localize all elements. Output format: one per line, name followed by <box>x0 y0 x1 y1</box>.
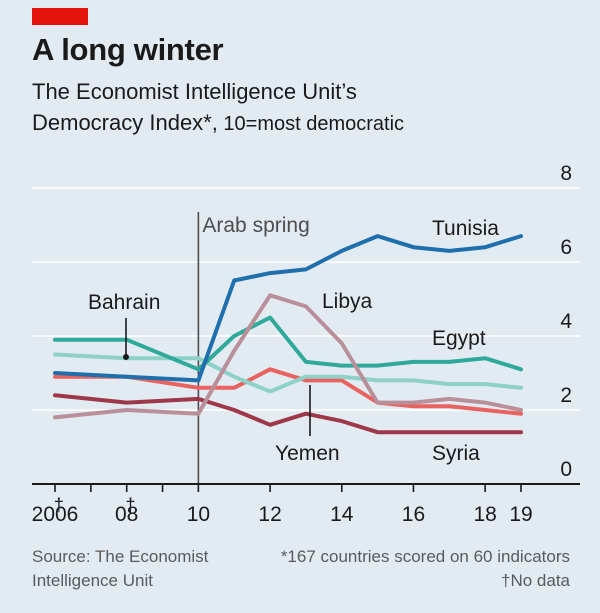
chart-subtitle: The Economist Intelligence Unit’s Democr… <box>32 76 572 140</box>
series-label-libya: Libya <box>322 290 373 313</box>
y-tick-label-6: 6 <box>560 236 572 259</box>
subtitle-index-name: Democracy Index*, <box>32 110 218 135</box>
arab-spring-label: Arab spring <box>202 214 309 237</box>
x-tick-label-2012: 12 <box>258 503 281 526</box>
series-line-egypt <box>53 315 523 372</box>
series-line-yemen <box>53 367 523 416</box>
series-lines <box>53 234 523 435</box>
footnote: *167 countries scored on 60 indicators †… <box>240 545 570 593</box>
y-tick-label-0: 0 <box>560 458 572 481</box>
brand-red-tag <box>32 8 88 25</box>
series-label-egypt: Egypt <box>432 327 486 350</box>
x-tick-label-2014: 14 <box>330 503 354 526</box>
series-line-bahrain <box>53 352 523 394</box>
x-tick-label-2009: † <box>126 495 136 515</box>
series-label-syria: Syria <box>432 442 480 465</box>
footnote-line-1: *167 countries scored on 60 indicators <box>280 547 570 566</box>
footnote-line-2: †No data <box>501 571 570 590</box>
x-tick-label-2019: 19 <box>509 503 532 526</box>
source-line-1: Source: The Economist <box>32 547 209 566</box>
x-axis: 2006† 08† 10 12 14 16 18 19 <box>32 483 580 526</box>
series-label-bahrain: Bahrain <box>88 291 160 314</box>
x-tick-label-2008: 08 <box>115 503 138 526</box>
leader-dot-bahrain <box>123 354 129 360</box>
subtitle-line-1: The Economist Intelligence Unit’s <box>32 79 357 104</box>
x-tick-label-2016: 16 <box>402 503 425 526</box>
series-line-syria <box>53 393 523 435</box>
chart-title: A long winter <box>32 32 224 67</box>
y-tick-labels: 0 2 4 6 8 <box>560 162 572 481</box>
series-label-tunisia: Tunisia <box>432 217 499 240</box>
source-line-2: Intelligence Unit <box>32 571 153 590</box>
subtitle-line-2: Democracy Index*, 10=most democratic <box>32 107 572 140</box>
x-tick-label-2006: 2006 <box>32 503 79 526</box>
series-labels: Tunisia Libya Egypt Bahrain Yemen Syria <box>88 217 499 465</box>
y-tick-label-2: 2 <box>560 384 572 407</box>
series-line-libya <box>53 293 523 420</box>
x-tick-label-2010: 10 <box>187 503 210 526</box>
x-tick-label-2018: 18 <box>473 503 496 526</box>
y-tick-label-4: 4 <box>560 310 572 333</box>
arab-spring-annotation: Arab spring <box>197 212 310 484</box>
x-tick-label-2007: † <box>54 495 64 515</box>
series-label-yemen: Yemen <box>275 442 340 465</box>
series-line-tunisia <box>53 234 523 383</box>
y-tick-label-8: 8 <box>560 162 572 185</box>
source-note: Source: The Economist Intelligence Unit <box>32 545 252 593</box>
subtitle-scale-note: 10=most democratic <box>217 113 405 135</box>
